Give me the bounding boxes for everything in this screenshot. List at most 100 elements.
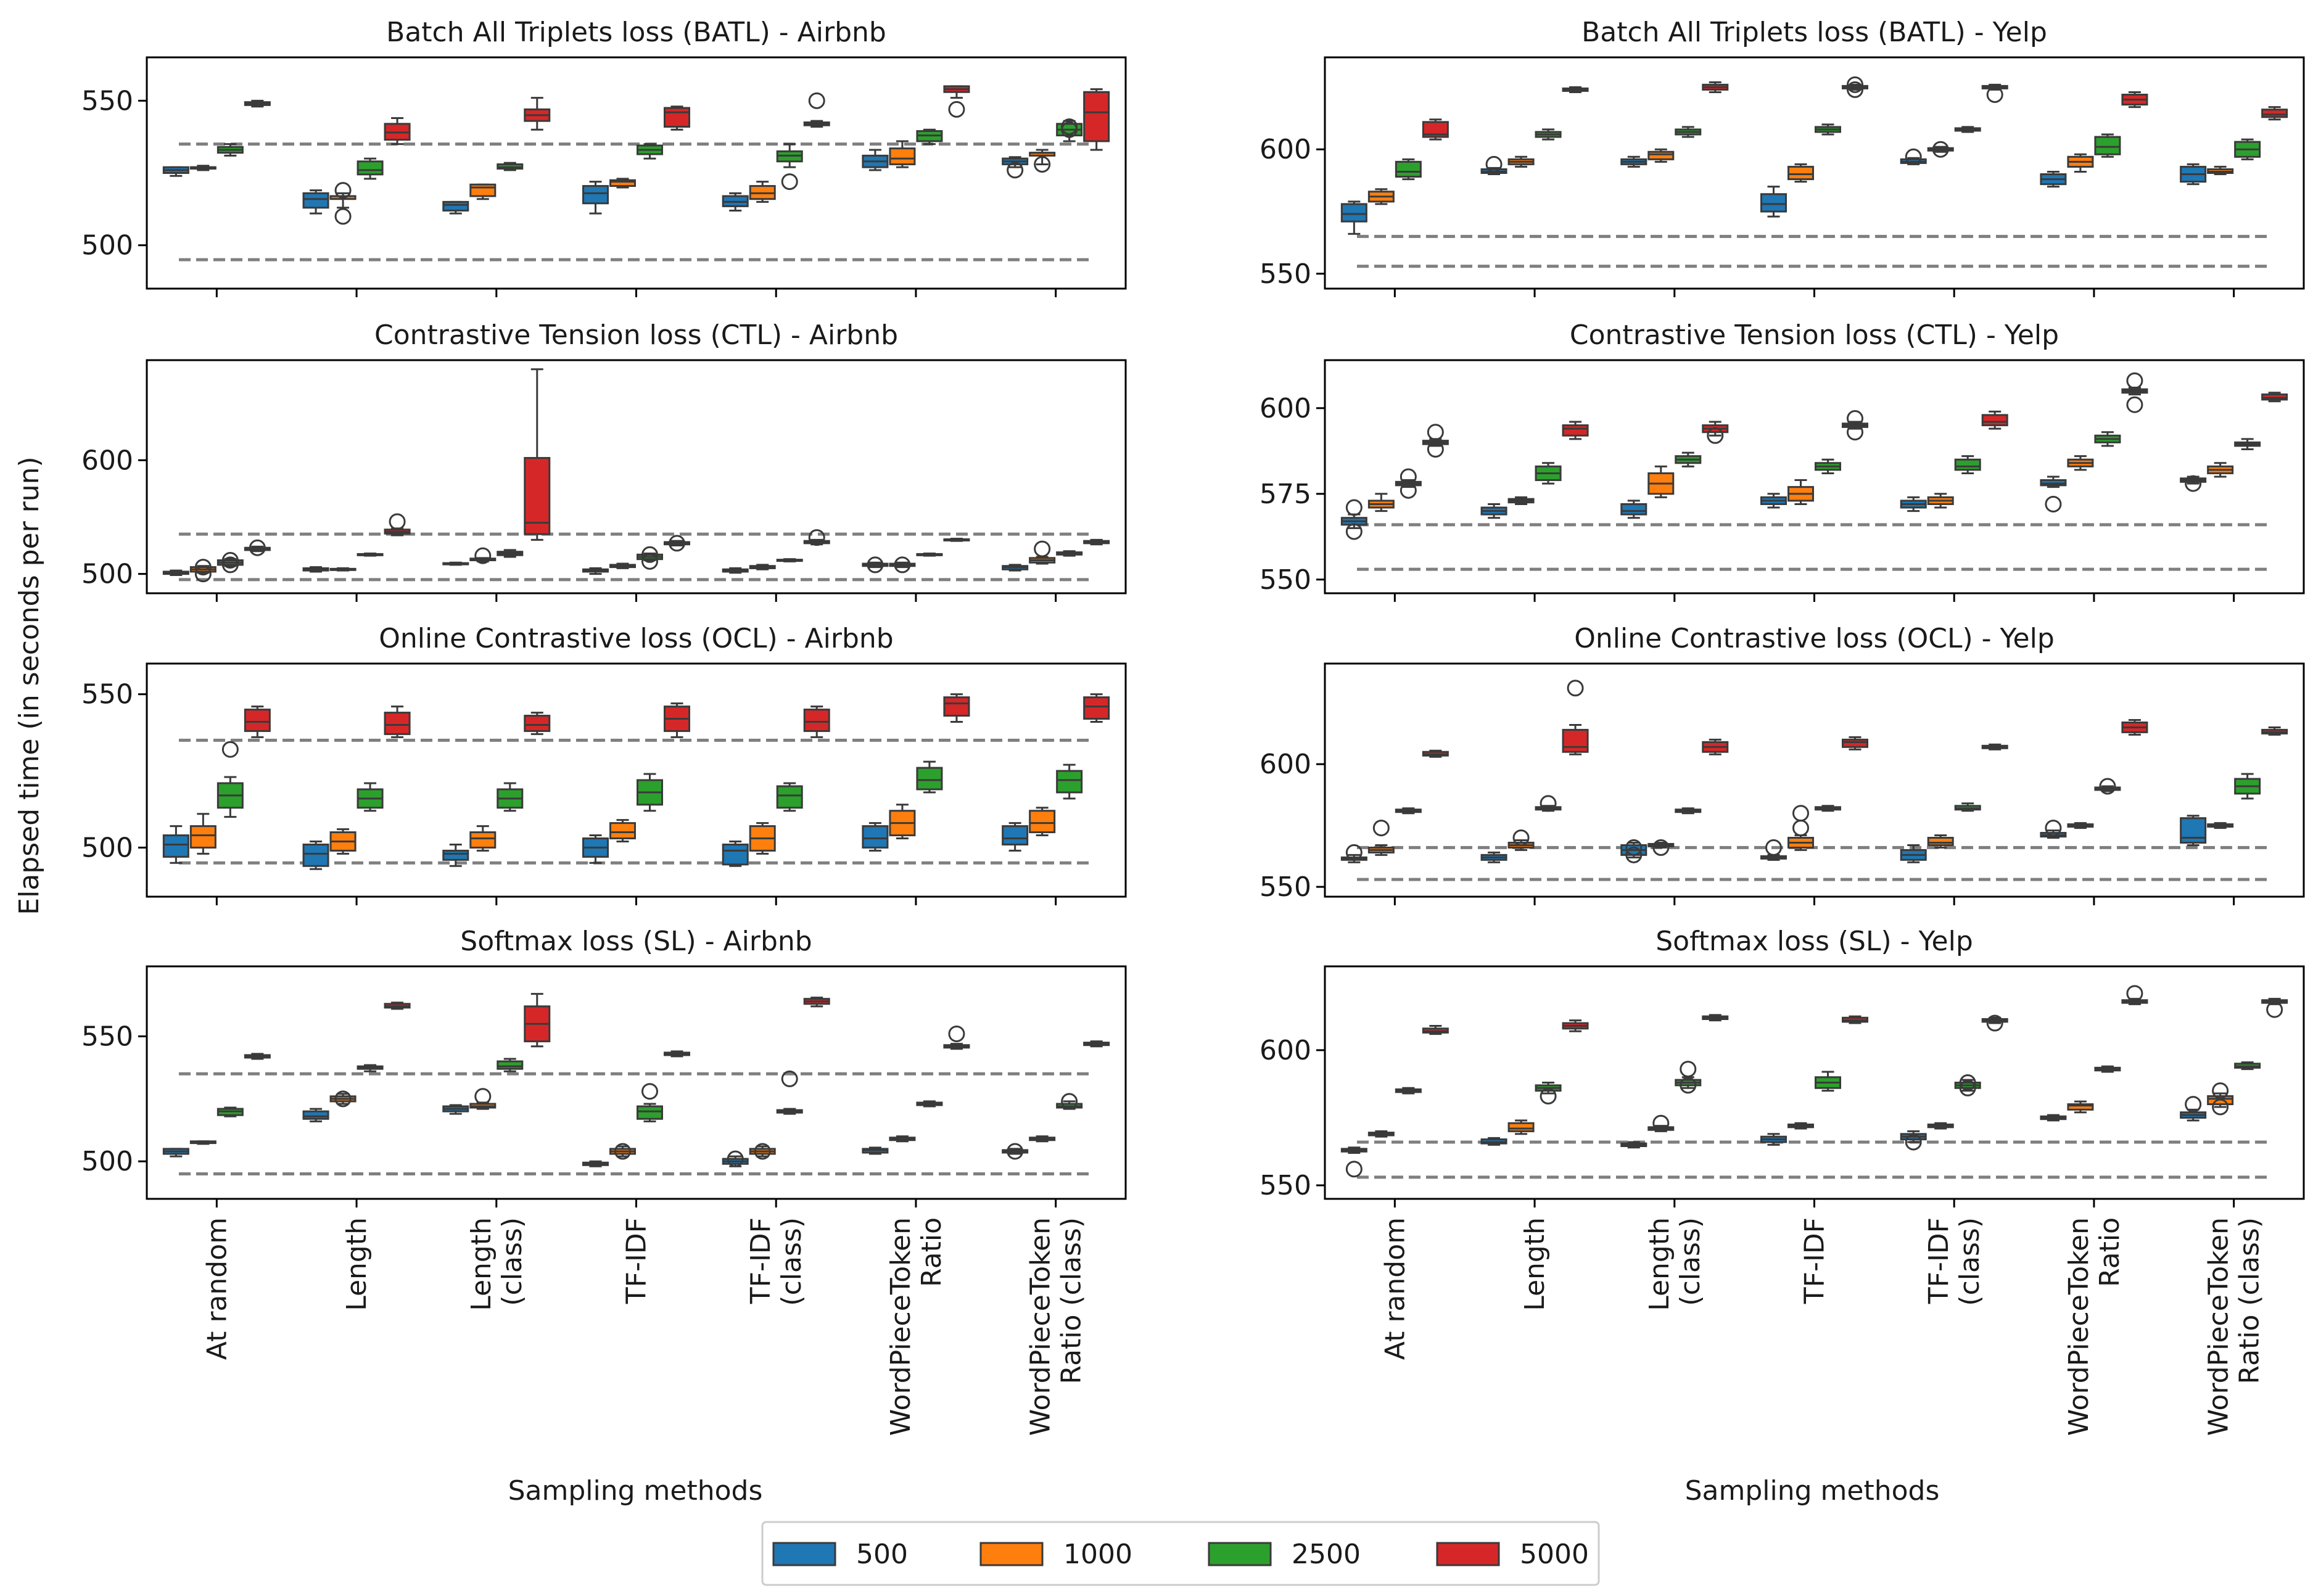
- box: [1507, 496, 1535, 505]
- box: [2121, 372, 2148, 413]
- box: [664, 535, 690, 552]
- box: [189, 1140, 216, 1145]
- box: [609, 178, 636, 189]
- box: [2207, 462, 2234, 478]
- box: [2040, 170, 2067, 188]
- axes-frame: [1324, 359, 2305, 594]
- outlier-point: [2185, 475, 2202, 492]
- box: [664, 105, 690, 131]
- y-tick-label: 550: [81, 1021, 133, 1053]
- box: [2067, 153, 2094, 173]
- box: [1480, 1137, 1507, 1146]
- x-tick-label: WordPieceTokenRatio: [2063, 1217, 2125, 1436]
- box-body: [862, 825, 889, 849]
- y-axis-label: Elapsed time (in seconds per run): [14, 456, 45, 915]
- panels: Batch All Triplets loss (BATL) - Airbnb 5…: [81, 17, 2305, 1436]
- panel: Online Contrastive loss (OCL) - Yelp 550 6…: [1260, 623, 2305, 905]
- box: [469, 547, 497, 564]
- outlier-point: [1400, 468, 1417, 485]
- box: [2180, 815, 2207, 846]
- outlier-point: [641, 553, 658, 570]
- box: [1647, 839, 1675, 856]
- box: [162, 166, 189, 177]
- box: [2261, 392, 2288, 403]
- outlier-point: [1345, 1161, 1363, 1178]
- box-body: [2261, 109, 2288, 118]
- outlier-point: [1905, 1133, 1922, 1151]
- y-tick-label: 550: [1260, 564, 1311, 596]
- box: [1900, 844, 1927, 863]
- box: [2207, 822, 2234, 829]
- box: [916, 552, 943, 557]
- box: [357, 1064, 384, 1072]
- outlier-point: [474, 547, 492, 564]
- outlier-point: [1034, 155, 1051, 173]
- box: [1395, 807, 1422, 815]
- box: [2180, 163, 2207, 186]
- box: [1981, 410, 2008, 430]
- box: [803, 705, 830, 738]
- box: [1900, 148, 1927, 165]
- panel-title: Batch All Triplets loss (BATL) - Yelp: [1581, 17, 2047, 48]
- axes-frame: [1324, 965, 2305, 1200]
- box: [524, 712, 551, 735]
- box-body: [803, 709, 830, 732]
- outlier-point: [1932, 141, 1949, 158]
- box: [1480, 851, 1507, 863]
- panel: Contrastive Tension loss (CTL) - Yelp 550…: [1260, 319, 2305, 602]
- box-body: [1647, 150, 1675, 160]
- box: [1367, 1130, 1395, 1138]
- box: [497, 782, 524, 812]
- box: [862, 1146, 889, 1155]
- box: [1981, 83, 2008, 103]
- y-tick-label: 550: [1260, 871, 1311, 903]
- outlier-point: [2045, 820, 2062, 837]
- outlier-point: [1427, 441, 1444, 458]
- box: [497, 549, 524, 558]
- box: [776, 143, 803, 191]
- box: [1927, 834, 1954, 849]
- box-body: [776, 785, 803, 809]
- panel: Softmax loss (SL) - Airbnb 500 550 At rando…: [81, 926, 1127, 1436]
- outlier-point: [194, 559, 212, 576]
- outlier-point: [1959, 1074, 1976, 1091]
- box-body: [1395, 160, 1422, 178]
- outlier-point: [1959, 1079, 1976, 1096]
- box: [1842, 410, 1868, 441]
- box: [1340, 844, 1367, 863]
- outlier-point: [474, 1088, 492, 1105]
- box: [1029, 807, 1056, 837]
- box: [2234, 138, 2261, 160]
- box: [1002, 822, 1029, 852]
- box: [1056, 763, 1083, 800]
- box-body: [524, 457, 551, 535]
- box: [2234, 1061, 2261, 1071]
- box: [1675, 1061, 1702, 1094]
- box: [1562, 1019, 1589, 1032]
- box: [1083, 693, 1110, 723]
- box: [1029, 1135, 1056, 1143]
- panel-title: Online Contrastive loss (OCL) - Airbnb: [379, 623, 893, 654]
- box-body: [1340, 203, 1367, 223]
- y-tick-label: 550: [1260, 258, 1311, 290]
- box-body: [1562, 728, 1589, 753]
- box: [2234, 773, 2261, 800]
- legend-label: 5000: [1520, 1539, 1589, 1570]
- box: [2121, 91, 2148, 109]
- box: [1815, 123, 1841, 136]
- outlier-point: [2126, 372, 2143, 389]
- box: [582, 1160, 609, 1167]
- x-tick-label: WordPieceTokenRatio (class): [2203, 1217, 2266, 1436]
- outlier-point: [1707, 427, 1724, 444]
- box: [1702, 81, 1729, 93]
- box-body: [1083, 696, 1110, 720]
- box: [1760, 186, 1787, 218]
- box-body: [2067, 1103, 2094, 1111]
- box: [1981, 743, 2008, 751]
- box: [2207, 165, 2234, 176]
- outlier-point: [2126, 396, 2143, 413]
- box-body: [524, 715, 551, 732]
- box: [216, 1106, 244, 1117]
- outlier-point: [2212, 1082, 2229, 1100]
- outlier-point: [2266, 1001, 2283, 1018]
